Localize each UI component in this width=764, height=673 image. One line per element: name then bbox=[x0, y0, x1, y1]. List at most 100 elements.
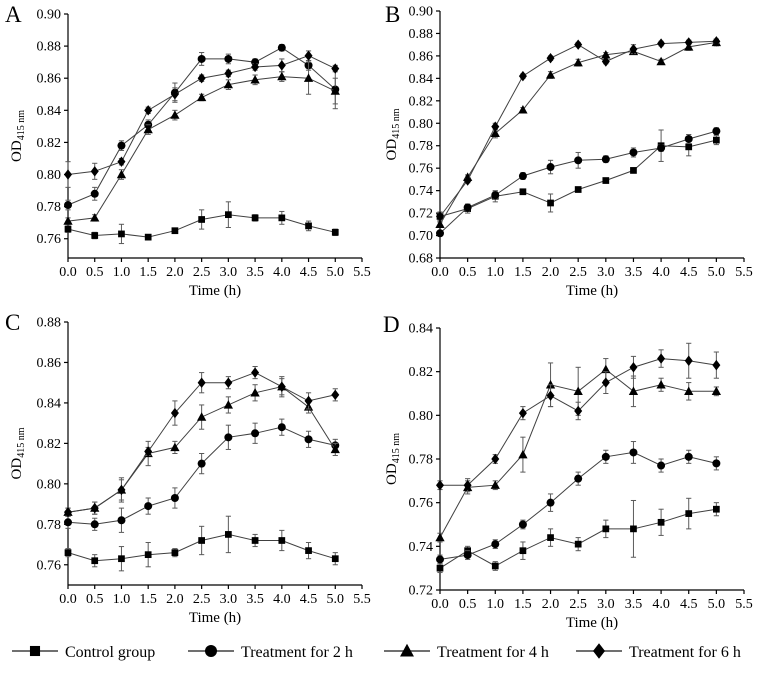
svg-text:0.82: 0.82 bbox=[37, 136, 62, 151]
point-triangle-marker bbox=[490, 128, 500, 138]
svg-text:5.0: 5.0 bbox=[708, 597, 726, 612]
point-triangle-marker bbox=[601, 364, 611, 374]
point-circle-marker bbox=[491, 540, 500, 549]
point-circle-marker bbox=[224, 433, 233, 442]
point-circle-marker bbox=[546, 163, 555, 172]
point-circle-marker bbox=[684, 452, 693, 461]
svg-text:2.0: 2.0 bbox=[166, 265, 184, 280]
point-diamond-marker bbox=[629, 362, 638, 373]
point-square-marker bbox=[64, 225, 72, 233]
svg-text:0.82: 0.82 bbox=[409, 94, 434, 109]
svg-text:2.0: 2.0 bbox=[166, 592, 184, 607]
point-triangle-marker bbox=[490, 480, 500, 489]
panel-label-b: B bbox=[385, 2, 400, 27]
point-circle-marker bbox=[277, 43, 286, 52]
point-triangle-marker bbox=[711, 386, 722, 395]
point-circle-marker bbox=[491, 191, 500, 200]
svg-text:0.78: 0.78 bbox=[37, 200, 62, 215]
series-treatment-for-6-h bbox=[436, 36, 721, 222]
triangle-marker-icon bbox=[384, 643, 430, 664]
error-bars bbox=[437, 129, 719, 222]
legend-item-treatment-2h: Treatment for 2 h bbox=[188, 640, 353, 666]
series-treatment-for-6-h bbox=[64, 50, 340, 188]
svg-text:0.86: 0.86 bbox=[409, 49, 434, 64]
svg-text:3.5: 3.5 bbox=[625, 265, 643, 280]
legend-item-treatment-4h: Treatment for 4 h bbox=[384, 640, 549, 666]
x-axis: 0.0 0.5 1.0 1.5 2.0 2.5 3.0 3.5 4.0 4.5 5.0 5.5 bbox=[59, 258, 371, 280]
point-circle-marker bbox=[170, 494, 179, 503]
svg-text:5.5: 5.5 bbox=[353, 592, 371, 607]
x-axis: 0.0 0.5 1.0 1.5 2.0 2.5 3.0 3.5 4.0 4.5 5.0 5.5 bbox=[59, 585, 371, 607]
error-bars bbox=[437, 358, 719, 543]
point-triangle-marker bbox=[435, 532, 445, 542]
point-circle-marker bbox=[546, 498, 555, 507]
svg-text:5.5: 5.5 bbox=[353, 265, 371, 280]
point-circle-marker bbox=[117, 141, 126, 150]
point-diamond-marker bbox=[684, 355, 693, 366]
point-square-marker bbox=[657, 518, 665, 526]
point-triangle-marker bbox=[573, 386, 583, 395]
point-diamond-marker bbox=[170, 89, 179, 100]
svg-text:5.5: 5.5 bbox=[735, 265, 753, 280]
svg-text:2.5: 2.5 bbox=[193, 592, 211, 607]
point-triangle-marker bbox=[90, 213, 100, 222]
legend-triangle-marker bbox=[400, 643, 414, 657]
point-square-marker bbox=[574, 540, 582, 548]
point-diamond-marker bbox=[657, 353, 666, 364]
svg-text:2.5: 2.5 bbox=[569, 597, 587, 612]
point-square-marker bbox=[305, 547, 312, 554]
point-circle-marker bbox=[304, 435, 313, 444]
svg-text:0.5: 0.5 bbox=[459, 597, 477, 612]
y-axis: 0.76 0.78 0.80 0.82 0.84 0.86 0.88 0.90 bbox=[37, 8, 68, 247]
series-control-group bbox=[436, 497, 720, 574]
point-square-marker bbox=[171, 549, 179, 556]
point-diamond-marker bbox=[601, 56, 610, 67]
point-triangle-marker bbox=[330, 444, 340, 454]
point-diamond-marker bbox=[684, 37, 693, 48]
legend-label-control-group: Control group bbox=[65, 644, 156, 661]
svg-text:4.5: 4.5 bbox=[680, 597, 698, 612]
point-diamond-marker bbox=[277, 381, 286, 392]
series-treatment-for-2-h bbox=[64, 418, 340, 533]
y-axis: 0.76 0.78 0.80 0.82 0.84 0.86 0.88 bbox=[37, 316, 68, 573]
svg-text:0.0: 0.0 bbox=[59, 592, 77, 607]
point-square-marker bbox=[685, 143, 693, 151]
svg-text:3.0: 3.0 bbox=[220, 265, 238, 280]
panel-b-chart: 0.0 0.5 1.0 1.5 2.0 2.5 3.0 3.5 4.0 4.5 5.0 5.5 0.68… bbox=[382, 0, 764, 300]
svg-text:0.90: 0.90 bbox=[37, 8, 62, 23]
point-square-marker bbox=[91, 557, 99, 565]
square-legend-glyph bbox=[12, 645, 58, 656]
point-square-marker bbox=[144, 551, 152, 559]
point-triangle-marker bbox=[223, 79, 234, 89]
point-diamond-marker bbox=[629, 43, 638, 55]
series-treatment-for-4-h bbox=[435, 37, 722, 228]
svg-text:0.74: 0.74 bbox=[409, 540, 434, 555]
circle-marker-icon bbox=[188, 643, 234, 664]
svg-text:0.68: 0.68 bbox=[409, 252, 434, 267]
point-square-marker bbox=[64, 549, 72, 556]
panel-label-d: D bbox=[383, 312, 400, 337]
point-triangle-marker bbox=[196, 92, 207, 102]
svg-text:2.0: 2.0 bbox=[542, 597, 560, 612]
svg-text:3.5: 3.5 bbox=[625, 597, 643, 612]
svg-text:0.88: 0.88 bbox=[37, 40, 62, 55]
point-circle-marker bbox=[574, 156, 583, 165]
svg-text:5.0: 5.0 bbox=[327, 265, 345, 280]
point-diamond-marker bbox=[491, 121, 500, 132]
point-diamond-marker bbox=[574, 405, 583, 417]
series-treatment-for-6-h bbox=[436, 342, 721, 493]
point-diamond-marker bbox=[144, 446, 153, 457]
svg-text:0.80: 0.80 bbox=[409, 409, 434, 424]
svg-text:3.0: 3.0 bbox=[597, 265, 615, 280]
point-triangle-marker bbox=[684, 386, 694, 395]
point-triangle-marker bbox=[330, 86, 340, 95]
point-circle-marker bbox=[657, 143, 666, 152]
svg-text:4.5: 4.5 bbox=[680, 265, 698, 280]
point-square-marker bbox=[118, 555, 125, 563]
point-circle-marker bbox=[712, 127, 721, 136]
point-square-marker bbox=[331, 228, 339, 236]
error-bars bbox=[437, 127, 719, 237]
svg-text:0.0: 0.0 bbox=[431, 265, 449, 280]
y-axis-label: OD415 nm bbox=[9, 427, 27, 479]
svg-text:3.5: 3.5 bbox=[246, 592, 264, 607]
